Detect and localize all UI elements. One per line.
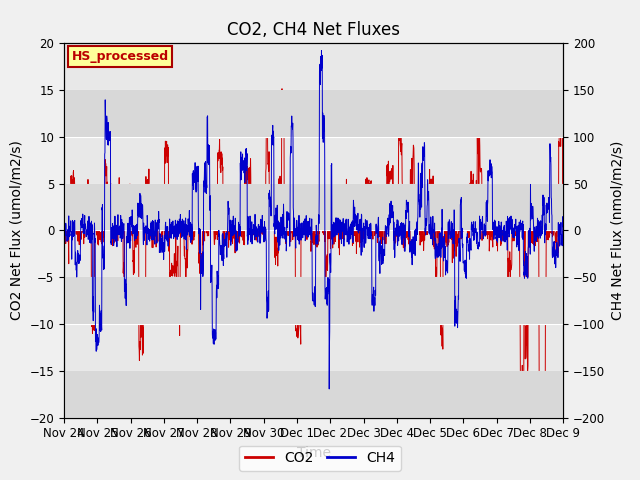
Title: CO2, CH4 Net Fluxes: CO2, CH4 Net Fluxes (227, 21, 400, 39)
Bar (64, 277, 563, 324)
Bar (64, 371, 563, 418)
Y-axis label: CH4 Net Flux (nmol/m2/s): CH4 Net Flux (nmol/m2/s) (611, 141, 625, 320)
Bar (64, 184, 563, 230)
Bar (64, 90, 563, 137)
Bar (64, 184, 563, 230)
Bar (64, 371, 563, 418)
Bar (64, 277, 563, 324)
Legend: CO2, CH4: CO2, CH4 (239, 445, 401, 471)
Text: HS_processed: HS_processed (72, 50, 168, 63)
X-axis label: Time: Time (296, 446, 331, 460)
Bar (64, 90, 563, 137)
Y-axis label: CO2 Net Flux (umol/m2/s): CO2 Net Flux (umol/m2/s) (10, 141, 24, 320)
